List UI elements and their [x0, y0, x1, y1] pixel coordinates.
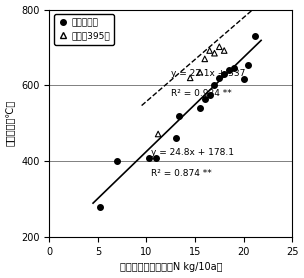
X-axis label: 成熙期窒素吸收量（N kg/10a）: 成熙期窒素吸收量（N kg/10a） [119, 262, 222, 272]
Point [207, 93, 212, 97]
Point [202, 57, 207, 61]
Point [97, 205, 102, 209]
Text: R² = 0.934 **: R² = 0.934 ** [171, 89, 232, 98]
Y-axis label: 積算気温（℃）: 積算気温（℃） [5, 100, 16, 147]
Text: R² = 0.874 **: R² = 0.874 ** [151, 169, 212, 178]
Point [241, 76, 246, 81]
Legend: べこあおば, 契羽飼395号: べこあおば, 契羽飼395号 [54, 14, 114, 45]
Point [217, 44, 222, 49]
Point [154, 156, 159, 160]
Point [198, 106, 202, 110]
Point [222, 48, 226, 53]
Point [222, 72, 226, 76]
Point [246, 62, 251, 67]
Point [198, 70, 202, 75]
Text: y = 24.8x + 178.1: y = 24.8x + 178.1 [151, 148, 234, 157]
Point [173, 136, 178, 140]
Point [188, 76, 193, 80]
Point [147, 156, 152, 160]
Point [212, 51, 217, 55]
Point [207, 48, 212, 53]
Text: y = 22.1x + 337: y = 22.1x + 337 [171, 69, 245, 78]
Point [231, 66, 236, 71]
Point [115, 159, 120, 163]
Point [217, 76, 222, 80]
Point [176, 113, 181, 118]
Point [212, 83, 217, 88]
Point [226, 68, 231, 73]
Point [202, 96, 207, 101]
Point [253, 34, 258, 38]
Point [156, 132, 161, 136]
